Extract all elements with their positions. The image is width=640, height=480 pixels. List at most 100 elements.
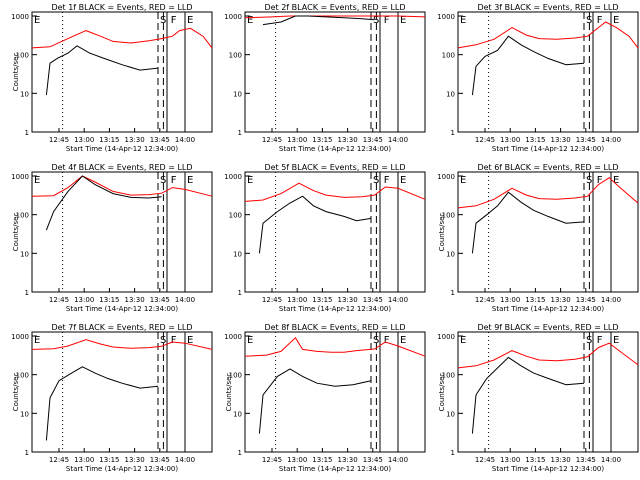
panel-title: Det 5f BLACK = Events, RED = LLD (264, 163, 405, 172)
x-tick-label: 14:00 (388, 136, 408, 144)
detector-panel-3: Det 3f BLACK = Events, RED = LLD 1 10 100 10… (437, 3, 639, 153)
x-tick-label: 13:45 (363, 296, 383, 304)
x-tick-label: 13:30 (338, 296, 358, 304)
region-label: E (34, 175, 40, 186)
y-tick-label: 10 (233, 250, 242, 258)
x-axis-label: Start Time (14-Apr-12 12:34:00) (492, 305, 604, 313)
x-tick-label: 12:45 (262, 456, 282, 464)
region-label: S (373, 15, 379, 26)
lld-series-line (244, 15, 426, 19)
x-tick-label: 14:00 (175, 296, 195, 304)
x-tick-label: 12:45 (475, 296, 495, 304)
y-axis-label: Counts/sec (438, 213, 446, 252)
events-series-line (258, 195, 372, 254)
plot-frame (244, 171, 426, 293)
lld-series-line (31, 339, 213, 350)
y-tick-label: 1000 (224, 13, 242, 21)
x-tick-label: 13:45 (576, 456, 596, 464)
region-label: E (613, 175, 619, 186)
region-label: E (613, 15, 619, 26)
x-tick-label: 14:00 (388, 456, 408, 464)
y-tick-label: 1 (25, 289, 29, 297)
region-label: F (384, 175, 390, 186)
region-label: F (171, 175, 177, 186)
region-label: E (400, 335, 406, 346)
events-series-line (45, 175, 162, 231)
region-label: S (586, 175, 592, 186)
panel-title: Det 9f BLACK = Events, RED = LLD (477, 323, 618, 332)
y-axis-label: Counts/sec (225, 373, 233, 412)
region-label: S (373, 335, 379, 346)
detector-panel-4: Det 4f BLACK = Events, RED = LLD 1 10 100 10… (11, 163, 213, 313)
region-label: S (586, 335, 592, 346)
region-label: E (247, 175, 253, 186)
y-tick-label: 1000 (437, 173, 455, 181)
x-tick-label: 13:30 (551, 456, 571, 464)
events-series-line (45, 366, 159, 441)
lld-series-line (244, 337, 426, 357)
detector-panel-8: Det 8f BLACK = Events, RED = LLD 1 10 100 10… (224, 323, 426, 473)
region-label: E (247, 335, 253, 346)
plot-frame (244, 331, 426, 453)
region-label: E (613, 335, 619, 346)
x-tick-label: 12:45 (262, 136, 282, 144)
region-label: S (160, 175, 166, 186)
panel-title: Det 1f BLACK = Events, RED = LLD (51, 3, 192, 12)
y-tick-label: 100 (229, 52, 242, 60)
x-tick-label: 14:00 (601, 136, 621, 144)
lld-series-line (457, 21, 639, 49)
y-tick-label: 100 (16, 372, 29, 380)
panel-title: Det 3f BLACK = Events, RED = LLD (477, 3, 618, 12)
events-series-line (262, 15, 375, 26)
y-tick-label: 10 (20, 90, 29, 98)
x-tick-label: 13:15 (525, 296, 545, 304)
x-tick-label: 13:00 (74, 456, 94, 464)
lld-series-line (244, 182, 426, 202)
x-tick-label: 13:00 (74, 136, 94, 144)
x-tick-label: 12:45 (49, 296, 69, 304)
x-tick-label: 13:45 (363, 456, 383, 464)
region-label: E (187, 175, 193, 186)
x-axis-label: Start Time (14-Apr-12 12:34:00) (492, 465, 604, 473)
x-axis-label: Start Time (14-Apr-12 12:34:00) (492, 145, 604, 153)
x-axis-label: Start Time (14-Apr-12 12:34:00) (66, 145, 178, 153)
y-axis-label: Counts/sec (12, 213, 20, 252)
region-label: F (597, 15, 603, 26)
x-axis-label: Start Time (14-Apr-12 12:34:00) (66, 465, 178, 473)
plot-frame (31, 171, 213, 293)
region-label: E (400, 175, 406, 186)
y-tick-label: 1 (238, 449, 242, 457)
y-tick-label: 1 (451, 449, 455, 457)
x-axis-label: Start Time (14-Apr-12 12:34:00) (279, 305, 391, 313)
x-tick-label: 13:45 (363, 136, 383, 144)
x-axis-label: Start Time (14-Apr-12 12:34:00) (279, 145, 391, 153)
y-tick-label: 1000 (224, 173, 242, 181)
y-tick-label: 1000 (437, 333, 455, 341)
region-label: E (460, 335, 466, 346)
x-tick-label: 13:30 (551, 296, 571, 304)
y-tick-label: 1000 (437, 13, 455, 21)
y-tick-label: 10 (20, 250, 29, 258)
x-axis-label: Start Time (14-Apr-12 12:34:00) (66, 305, 178, 313)
region-label: F (171, 335, 177, 346)
x-tick-label: 13:15 (525, 136, 545, 144)
y-tick-label: 10 (233, 90, 242, 98)
x-tick-label: 13:15 (99, 136, 119, 144)
lld-series-line (457, 177, 639, 209)
x-tick-label: 13:15 (99, 296, 119, 304)
x-tick-label: 13:45 (576, 136, 596, 144)
x-tick-label: 13:45 (150, 296, 170, 304)
x-tick-label: 12:45 (49, 136, 69, 144)
y-tick-label: 100 (442, 372, 455, 380)
x-tick-label: 13:00 (287, 456, 307, 464)
plot-frame (457, 11, 639, 133)
y-axis-label: Counts/sec (12, 53, 20, 92)
y-tick-label: 1 (25, 129, 29, 137)
x-tick-label: 13:45 (150, 136, 170, 144)
x-tick-label: 14:00 (388, 296, 408, 304)
x-tick-label: 13:15 (525, 456, 545, 464)
y-tick-label: 1000 (11, 13, 29, 21)
region-label: S (160, 335, 166, 346)
x-tick-label: 12:45 (262, 296, 282, 304)
x-tick-label: 13:00 (500, 296, 520, 304)
